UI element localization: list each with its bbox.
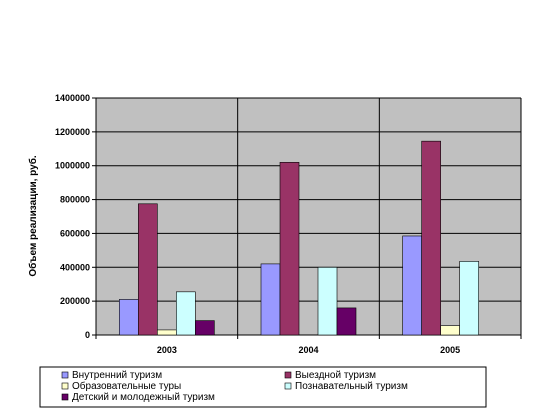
x-tick-label: 2003 [157,345,177,355]
bar [260,263,281,336]
legend-swatch [61,371,69,379]
y-tick-label: 600000 [60,228,90,238]
bar [402,235,422,336]
y-axis-ticks: 0 200000 400000 600000 800000 1000000 1200000 1… [55,93,96,340]
x-tick-label: 2004 [298,345,318,355]
legend-swatch [284,382,292,390]
y-tick-label: 200000 [60,296,90,306]
bar [279,162,300,336]
bar [119,299,139,336]
legend-item: Детский и молодежный туризм [61,392,215,403]
y-tick-label: 1200000 [55,127,90,137]
y-tick-label: 1000000 [55,161,90,171]
bar [421,140,441,336]
bar [157,329,177,336]
legend-item: Образовательные туры [61,380,181,392]
legend-label: Внутренний туризм [72,370,162,381]
bar [195,320,215,336]
legend-label: Образовательные туры [72,380,181,392]
legend-swatch [61,393,69,401]
bar [317,266,338,336]
x-axis-ticks: 2003 2004 2005 [95,335,522,355]
legend-item: Внутренний туризм [61,370,162,381]
bar [138,203,158,336]
x-tick-label: 2005 [440,345,460,355]
legend-swatch [284,371,292,379]
legend: Внутренний туризм Выездной туризм Образова… [39,366,487,408]
bar [440,325,460,336]
bar [459,261,479,336]
plot-area [96,98,521,335]
legend-item: Выездной туризм [284,370,376,381]
bar [176,291,196,336]
y-tick-label: 800000 [60,195,90,205]
legend-box [39,366,487,408]
legend-swatch [61,382,69,390]
y-tick-label: 0 [85,330,90,340]
bar [336,307,357,336]
bars [119,140,479,336]
legend-label: Выездной туризм [295,370,376,381]
legend-label: Детский и молодежный туризм [72,392,215,403]
y-tick-label: 400000 [60,262,90,272]
y-axis-label: Объем реализации, руб. [27,155,39,277]
y-tick-label: 1400000 [55,93,90,103]
legend-item: Познавательный туризм [284,381,408,392]
legend-label: Познавательный туризм [295,381,408,392]
